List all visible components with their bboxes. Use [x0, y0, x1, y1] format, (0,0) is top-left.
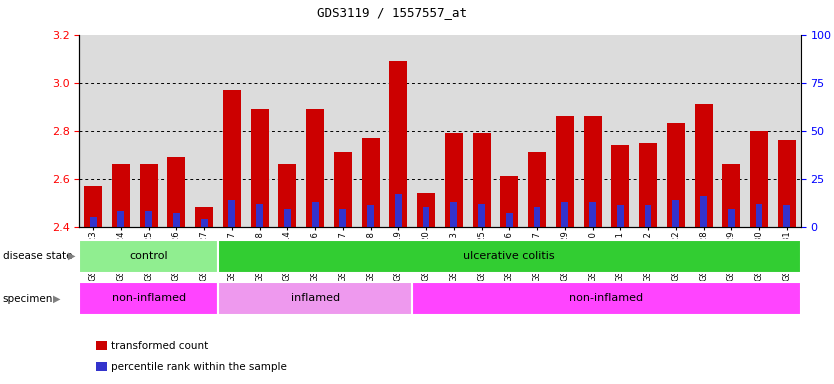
Bar	[312, 202, 319, 227]
Bar	[118, 211, 124, 227]
Bar	[700, 196, 707, 227]
Bar	[478, 204, 485, 227]
Bar	[450, 202, 457, 227]
Bar	[722, 164, 741, 227]
Bar	[339, 209, 346, 227]
Text: transformed count: transformed count	[111, 341, 208, 351]
Bar	[223, 90, 241, 227]
Bar	[256, 204, 263, 227]
Bar	[728, 209, 735, 227]
Bar	[84, 186, 102, 227]
Bar	[394, 194, 402, 227]
Text: disease state: disease state	[3, 251, 72, 261]
Text: non-inflamed: non-inflamed	[570, 293, 644, 303]
Bar	[473, 133, 490, 227]
Bar	[362, 138, 379, 227]
Bar	[645, 205, 651, 227]
Bar	[168, 157, 185, 227]
Bar	[218, 282, 412, 315]
Text: control: control	[129, 251, 168, 261]
Bar	[672, 200, 679, 227]
Bar	[173, 213, 180, 227]
Text: GDS3119 / 1557557_at: GDS3119 / 1557557_at	[317, 6, 467, 19]
Text: ▶: ▶	[53, 294, 61, 304]
Bar	[445, 133, 463, 227]
Bar	[139, 164, 158, 227]
Bar	[201, 219, 208, 227]
Bar	[617, 205, 624, 227]
Bar	[195, 207, 214, 227]
Bar	[666, 123, 685, 227]
Bar	[611, 145, 630, 227]
Bar	[79, 240, 218, 273]
Text: inflamed: inflamed	[290, 293, 339, 303]
Bar	[695, 104, 712, 227]
Bar	[112, 164, 130, 227]
Bar	[417, 193, 435, 227]
Bar	[528, 152, 546, 227]
Bar	[250, 109, 269, 227]
Bar	[500, 176, 518, 227]
Bar	[279, 164, 296, 227]
Text: non-inflamed: non-inflamed	[112, 293, 186, 303]
Bar	[639, 142, 657, 227]
Bar	[284, 209, 291, 227]
Bar	[90, 217, 97, 227]
Bar	[589, 202, 596, 227]
Bar	[79, 282, 218, 315]
Bar	[145, 211, 152, 227]
Text: percentile rank within the sample: percentile rank within the sample	[111, 362, 287, 372]
Bar	[412, 282, 801, 315]
Text: ▶: ▶	[68, 251, 75, 261]
Bar	[218, 240, 801, 273]
Bar	[584, 116, 601, 227]
Bar	[561, 202, 568, 227]
Bar	[334, 152, 352, 227]
Text: ulcerative colitis: ulcerative colitis	[464, 251, 555, 261]
Bar	[750, 131, 768, 227]
Bar	[506, 213, 513, 227]
Bar	[423, 207, 430, 227]
Bar	[534, 207, 540, 227]
Bar	[555, 116, 574, 227]
Bar	[783, 205, 790, 227]
Bar	[778, 140, 796, 227]
Bar	[367, 205, 374, 227]
Bar	[229, 200, 235, 227]
Bar	[306, 109, 324, 227]
Bar	[389, 61, 407, 227]
Bar	[756, 204, 762, 227]
Text: specimen: specimen	[3, 294, 53, 304]
